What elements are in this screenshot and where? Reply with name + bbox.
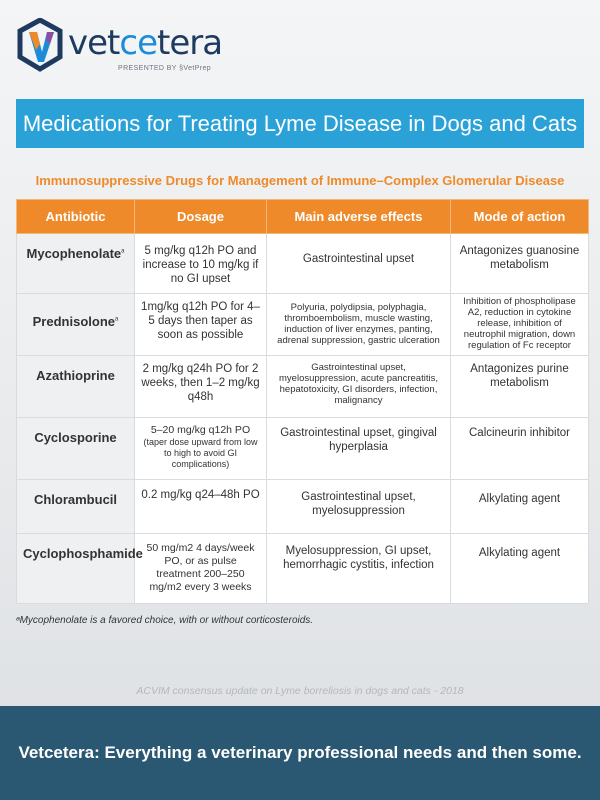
table-header-row: Antibiotic Dosage Main adverse effects M… — [16, 199, 589, 234]
presented-by: PRESENTED BY §VetPrep — [118, 65, 212, 72]
table-row: Prednisolonea 1mg/kg q12h PO for 4–5 day… — [16, 293, 589, 356]
drug-name: Chlorambucil — [16, 479, 135, 534]
drug-name: Cyclosporine — [16, 417, 135, 480]
dosage-cell: 0.2 mg/kg q24–48h PO — [134, 479, 267, 534]
drug-name: Prednisolonea — [16, 293, 135, 356]
mode-of-action-cell: Alkylating agent — [450, 533, 589, 604]
dosage-note: (taper dose upward from low to high to a… — [143, 437, 258, 469]
dosage-main: 5–20 mg/kg q12h PO — [150, 424, 251, 436]
medication-table: Antibiotic Dosage Main adverse effects M… — [16, 199, 589, 604]
header-antibiotic: Antibiotic — [16, 199, 135, 234]
mode-of-action-cell: Antagonizes guanosine metabolism — [450, 233, 589, 294]
table-row: Mycophenolatea 5 mg/kg q12h PO and incre… — [16, 233, 589, 294]
source-citation: ACVIM consensus update on Lyme borrelios… — [136, 685, 464, 697]
adverse-effects-cell: Gastrointestinal upset — [266, 233, 451, 294]
dosage-cell: 2 mg/kg q24h PO for 2 weeks, then 1–2 mg… — [134, 355, 267, 418]
vetcetera-logo-icon — [17, 18, 63, 72]
adverse-effects-cell: Gastrointestinal upset, gingival hyperpl… — [266, 417, 451, 480]
brand-name: vetcetera — [68, 23, 223, 63]
adverse-effects-cell: Myelosuppression, GI upset, hemorrhagic … — [266, 533, 451, 604]
footnote: ᵃMycophenolate is a favored choice, with… — [16, 615, 314, 626]
adverse-effects-cell: Gastrointestinal upset, myelosuppression — [266, 479, 451, 534]
header-mode-of-action: Mode of action — [450, 199, 589, 234]
table-row: Cyclosporine 5–20 mg/kg q12h PO (taper d… — [16, 417, 589, 480]
table-row: Chlorambucil 0.2 mg/kg q24–48h PO Gastro… — [16, 479, 589, 534]
table-row: Azathioprine 2 mg/kg q24h PO for 2 weeks… — [16, 355, 589, 418]
brand-logo: vetcetera PRESENTED BY §VetPrep — [16, 18, 246, 78]
mode-of-action-cell: Antagonizes purine metabolism — [450, 355, 589, 418]
header-dosage: Dosage — [134, 199, 267, 234]
mode-of-action-cell: Alkylating agent — [450, 479, 589, 534]
drug-name: Mycophenolatea — [16, 233, 135, 294]
adverse-effects-cell: Polyuria, polydipsia, polyphagia, thromb… — [266, 293, 451, 356]
mode-of-action-cell: Calcineurin inhibitor — [450, 417, 589, 480]
mode-of-action-cell: Inhibition of phospholipase A2, reductio… — [450, 293, 589, 356]
dosage-cell: 1mg/kg q12h PO for 4–5 days then taper a… — [134, 293, 267, 356]
table-subtitle: Immunosuppressive Drugs for Management o… — [35, 173, 565, 188]
header-adverse-effects: Main adverse effects — [266, 199, 451, 234]
footer-banner: Vetcetera: Everything a veterinary profe… — [0, 706, 600, 800]
dosage-cell: 50 mg/m2 4 days/week PO, or as pulse tre… — [134, 533, 267, 604]
drug-name: Azathioprine — [16, 355, 135, 418]
dosage-cell: 5–20 mg/kg q12h PO (taper dose upward fr… — [134, 417, 267, 480]
dosage-cell: 5 mg/kg q12h PO and increase to 10 mg/kg… — [134, 233, 267, 294]
page-title: Medications for Treating Lyme Disease in… — [16, 99, 584, 148]
drug-name: Cyclophosphamide — [16, 533, 143, 604]
table-row: Cyclophosphamide 50 mg/m2 4 days/week PO… — [16, 533, 589, 604]
adverse-effects-cell: Gastrointestinal upset, myelosuppression… — [266, 355, 451, 418]
